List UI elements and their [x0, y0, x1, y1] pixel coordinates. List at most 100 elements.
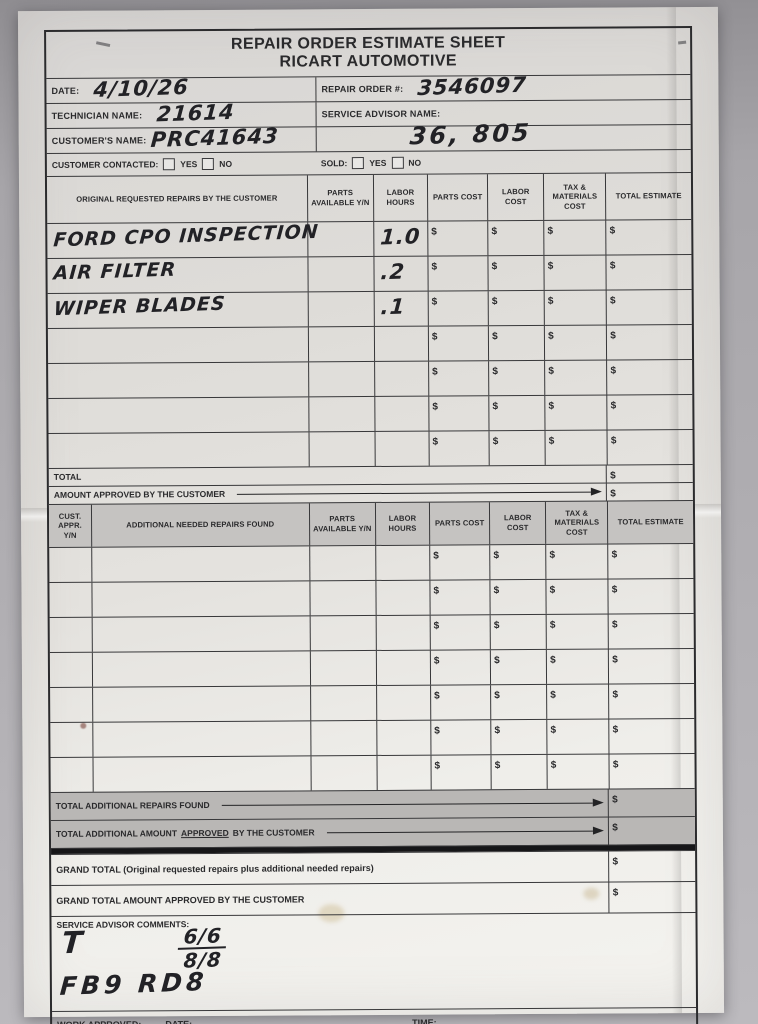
- column-header-labor-cost: LABOR COST: [487, 173, 544, 221]
- parts-available-cell: [309, 615, 376, 651]
- parts-cost-cell: $: [427, 326, 489, 361]
- labor-cost-cell: $: [490, 719, 547, 755]
- total-label: TOTAL: [53, 472, 82, 483]
- column-header-parts-available: PARTS AVAILABLE Y/N: [308, 502, 376, 546]
- tax-materials-cost-cell: $: [546, 754, 610, 789]
- service-advisor-label: SERVICE ADVISOR NAME:: [321, 108, 441, 120]
- dollar-sign: $: [494, 724, 501, 737]
- dollar-sign: $: [550, 689, 556, 701]
- dollar-sign: $: [433, 620, 440, 632]
- form-subtitle: RICART AUTOMOTIVE: [279, 52, 458, 71]
- table-row: $ $ $ $: [49, 647, 695, 687]
- dollar-sign: $: [491, 261, 498, 273]
- labor-cost-cell: $: [488, 360, 545, 396]
- yes-label: YES: [180, 158, 198, 169]
- dollar-sign: $: [493, 619, 500, 632]
- handwritten-repair-description: AIR FILTER: [52, 258, 177, 285]
- handwritten-comment-line: FB9 RD8: [59, 967, 696, 1001]
- sold-yes-checkbox: [352, 156, 365, 169]
- dollar-sign: $: [433, 585, 440, 597]
- dollar-sign: $: [612, 724, 619, 736]
- dollar-sign: $: [609, 260, 616, 272]
- handwritten-technician-number: 21614: [155, 99, 236, 127]
- dollar-sign: $: [492, 401, 499, 413]
- sold-label: SOLD:: [320, 157, 348, 169]
- total-additional-approved-label-cell: TOTAL ADDITIONAL AMOUNT APPROVED BY THE …: [51, 817, 609, 847]
- grand-total-row: GRAND TOTAL (Original requested repairs …: [51, 849, 696, 885]
- additional-repair-description-cell: [91, 686, 310, 722]
- dollar-sign: $: [433, 550, 439, 562]
- parts-available-cell: [309, 685, 377, 721]
- additional-repairs-header-row: CUST. APPR. Y/N ADDITIONAL NEEDED REPAIR…: [48, 499, 694, 547]
- dollar-sign: $: [432, 401, 438, 413]
- column-header-parts-cost: PARTS COST: [426, 174, 488, 221]
- labor-hours-cell: [375, 580, 430, 615]
- labor-hours-cell: [375, 615, 430, 650]
- customer-contacted-group: CUSTOMER CONTACTED: YES NO: [47, 157, 316, 171]
- column-header-total-estimate: TOTAL ESTIMATE: [607, 500, 694, 544]
- column-header-tax-materials: TAX & MATERIALS COST: [545, 501, 608, 544]
- dollar-sign: $: [494, 654, 500, 667]
- labor-hours-cell: [373, 326, 429, 361]
- customer-contacted-yes-checkbox: [163, 157, 176, 171]
- parts-available-cell: [309, 720, 377, 756]
- table-row: $ $ $ $: [50, 717, 695, 757]
- tax-materials-cost-cell: $: [546, 719, 609, 754]
- handwritten-fraction-top: 6/6: [178, 923, 228, 950]
- technician-label: TECHNICIAN NAME:: [51, 110, 143, 121]
- handwritten-labor-hours: .1: [379, 294, 407, 320]
- dollar-sign: $: [492, 331, 498, 343]
- approved-label-underlined: APPROVED: [180, 828, 229, 839]
- column-header-customer-approval: CUST. APPR. Y/N: [58, 511, 82, 540]
- labor-hours-cell: 1.0: [373, 221, 428, 256]
- parts-available-cell: [308, 431, 375, 467]
- handwritten-date: 4/10/26: [92, 74, 190, 102]
- labor-cost-cell: $: [488, 325, 545, 361]
- tax-materials-cost-cell: $: [543, 255, 606, 290]
- no-label: NO: [408, 157, 422, 168]
- parts-cost-cell: $: [427, 256, 488, 291]
- total-additional-repairs-label: TOTAL ADDITIONAL REPAIRS FOUND: [55, 800, 210, 812]
- dollar-sign: $: [432, 436, 439, 448]
- yes-label: YES: [369, 157, 387, 168]
- column-header-description: ORIGINAL REQUESTED REPAIRS BY THE CUSTOM…: [76, 193, 278, 204]
- grand-total-approved-label: GRAND TOTAL AMOUNT APPROVED BY THE CUSTO…: [56, 894, 305, 906]
- handwritten-labor-hours: .2: [379, 259, 406, 285]
- amount-approved-label-cell: AMOUNT APPROVED BY THE CUSTOMER: [49, 483, 606, 503]
- dollar-sign: $: [609, 295, 616, 307]
- handwritten-measurement-fraction: 6/6 8/8: [178, 923, 228, 972]
- date-signature-line: [198, 1016, 349, 1024]
- arrow-right-icon: [326, 826, 605, 837]
- amount-approved-cell: $: [606, 482, 693, 501]
- dollar-sign: $: [609, 225, 616, 237]
- total-estimate-cell: $: [606, 324, 693, 360]
- handwritten-repair-description: WIPER BLADES: [53, 292, 227, 320]
- handwritten-letter-t: T: [60, 925, 85, 962]
- dollar-sign: $: [611, 619, 618, 631]
- total-estimate-cell: $: [608, 718, 695, 754]
- dollar-sign: $: [612, 654, 618, 666]
- dollar-sign: $: [494, 759, 501, 772]
- parts-cost-cell: $: [429, 615, 490, 650]
- table-row: FORD CPO INSPECTION 1.0 $ $ $ $: [47, 218, 692, 258]
- total-estimate-cell: $: [608, 683, 695, 719]
- dollar-sign: $: [434, 725, 440, 737]
- dollar-sign: $: [431, 331, 438, 343]
- parts-cost-cell: $: [427, 291, 489, 326]
- total-additional-repairs-row: TOTAL ADDITIONAL REPAIRS FOUND $: [50, 787, 695, 820]
- date-field: DATE: 4/10/26: [46, 74, 315, 103]
- total-additional-approved-row: TOTAL ADDITIONAL AMOUNT APPROVED BY THE …: [50, 815, 696, 848]
- dollar-sign: $: [549, 619, 556, 631]
- odometer-field: 36, 805: [315, 119, 691, 152]
- customer-approval-cell: [50, 617, 92, 651]
- dollar-sign: $: [491, 296, 498, 308]
- total-estimate-cell: $: [608, 648, 695, 684]
- dollar-sign: $: [492, 366, 498, 378]
- table-row: $ $ $ $: [50, 752, 695, 792]
- tax-materials-cost-cell: $: [545, 614, 609, 649]
- dollar-sign: $: [612, 759, 619, 771]
- column-header-total-estimate: TOTAL ESTIMATE: [605, 172, 692, 220]
- labor-cost-cell: $: [488, 430, 545, 466]
- dollar-sign: $: [491, 226, 498, 238]
- parts-cost-cell: $: [427, 221, 488, 256]
